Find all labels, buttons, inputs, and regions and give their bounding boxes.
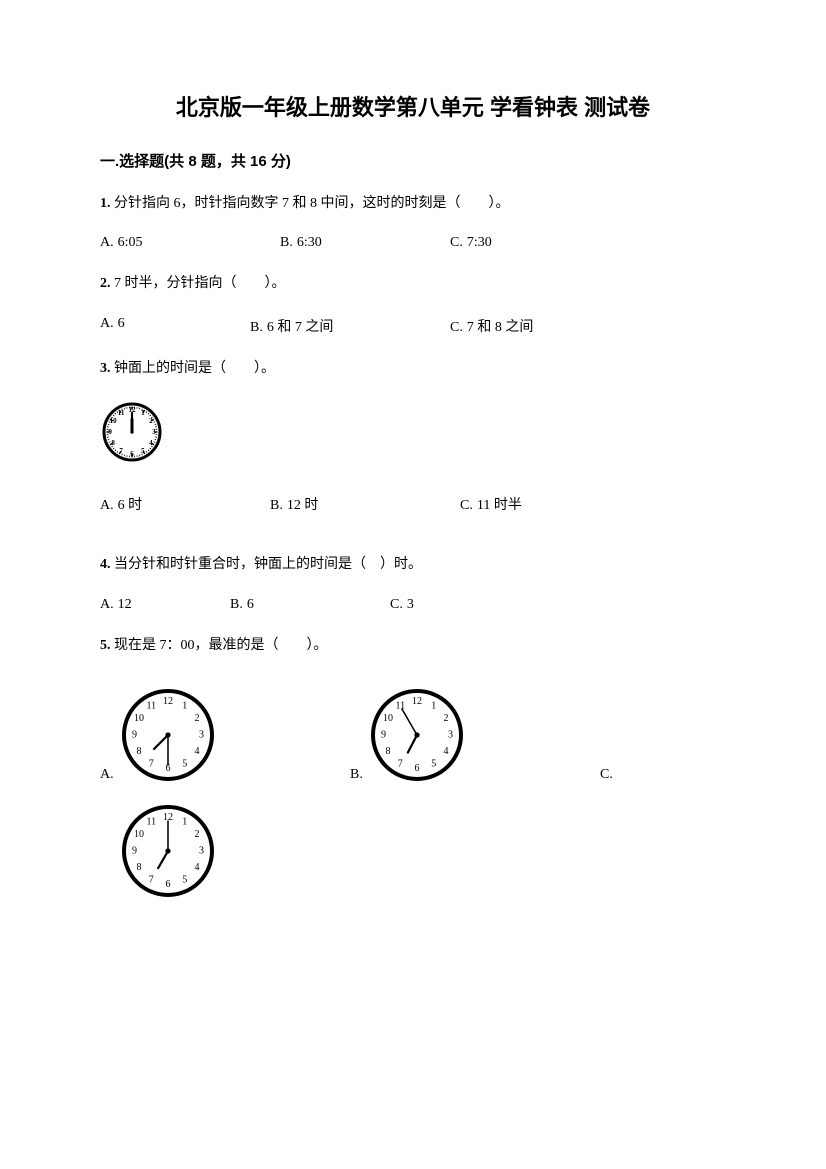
svg-text:5: 5: [182, 874, 187, 885]
q3-text: 钟面上的时间是（ ）。: [114, 361, 275, 376]
svg-text:7: 7: [148, 758, 153, 769]
q3-opt-a[interactable]: A.6 时: [100, 494, 270, 514]
q2-opt-a[interactable]: A.6: [100, 316, 250, 336]
svg-text:6: 6: [414, 763, 419, 774]
svg-text:9: 9: [132, 845, 137, 856]
svg-text:11: 11: [118, 409, 125, 417]
svg-text:4: 4: [194, 746, 199, 757]
q1-number: 1.: [100, 196, 111, 211]
q5-opt-a[interactable]: A. 123456789101112: [100, 687, 350, 783]
q5-opt-b[interactable]: B. 123456789101112: [350, 687, 600, 783]
svg-text:8: 8: [385, 746, 390, 757]
question-2: 2. 7 时半，分针指向（ ）。: [100, 273, 726, 295]
svg-text:2: 2: [149, 417, 153, 425]
svg-text:5: 5: [182, 758, 187, 769]
q4-number: 4.: [100, 557, 111, 572]
svg-text:1: 1: [431, 700, 436, 711]
q5-clock-c-icon: 123456789101112: [120, 803, 216, 899]
q4-text: 当分针和时针重合时，钟面上的时间是（ ）时。: [114, 557, 422, 572]
svg-text:3: 3: [199, 845, 204, 856]
question-3: 3. 钟面上的时间是（ ）。: [100, 358, 726, 380]
svg-text:12: 12: [163, 696, 173, 707]
q5-text: 现在是 7：00，最准的是（ ）。: [114, 638, 328, 653]
svg-text:9: 9: [381, 729, 386, 740]
q5-options-row1: A. 123456789101112 B. 123456789101112 C.: [100, 687, 726, 783]
q4-opt-c[interactable]: C.3: [390, 597, 414, 613]
q4-opt-a[interactable]: A.12: [100, 597, 230, 613]
page-title: 北京版一年级上册数学第八单元 学看钟表 测试卷: [100, 90, 726, 122]
q1-opt-a[interactable]: A.6:05: [100, 235, 280, 251]
q2-text: 7 时半，分针指向（ ）。: [114, 276, 286, 291]
svg-text:4: 4: [443, 746, 448, 757]
svg-text:9: 9: [108, 428, 112, 436]
section-header: 一.选择题(共 8 题，共 16 分): [100, 150, 726, 171]
q1-opt-b[interactable]: B.6:30: [280, 235, 450, 251]
q4-opt-b[interactable]: B.6: [230, 597, 390, 613]
svg-text:10: 10: [110, 417, 118, 425]
question-1: 1. 分针指向 6，时针指向数字 7 和 8 中间，这时的时刻是（ ）。: [100, 193, 726, 215]
q4-options: A.12 B.6 C.3: [100, 597, 726, 613]
svg-text:4: 4: [194, 862, 199, 873]
q5-clock-a-icon: 123456789101112: [120, 687, 216, 783]
q2-opt-c[interactable]: C.7 和 8 之间: [450, 316, 533, 336]
svg-text:2: 2: [194, 829, 199, 840]
question-5: 5. 现在是 7：00，最准的是（ ）。: [100, 635, 726, 657]
q5-number: 5.: [100, 638, 111, 653]
svg-text:7: 7: [119, 447, 123, 455]
q5-options-row2: 123456789101112: [100, 803, 726, 904]
svg-text:7: 7: [149, 874, 154, 885]
question-4: 4. 当分针和时针重合时，钟面上的时间是（ ）时。: [100, 554, 726, 576]
svg-text:1: 1: [182, 700, 187, 711]
svg-text:7: 7: [398, 758, 403, 769]
svg-text:8: 8: [111, 439, 115, 447]
q2-number: 2.: [100, 276, 111, 291]
svg-text:9: 9: [132, 729, 137, 740]
svg-text:3: 3: [152, 428, 156, 436]
q1-text: 分针指向 6，时针指向数字 7 和 8 中间，这时的时刻是（ ）。: [114, 196, 510, 211]
svg-text:11: 11: [395, 700, 405, 711]
q3-opt-b[interactable]: B.12 时: [270, 494, 460, 514]
svg-text:5: 5: [141, 447, 145, 455]
q1-opt-c[interactable]: C.7:30: [450, 235, 492, 251]
svg-text:1: 1: [182, 816, 187, 827]
svg-text:5: 5: [431, 758, 436, 769]
svg-text:2: 2: [194, 713, 199, 724]
svg-text:11: 11: [146, 816, 156, 827]
svg-text:8: 8: [136, 746, 141, 757]
svg-text:4: 4: [149, 439, 153, 447]
q3-number: 3.: [100, 361, 111, 376]
q3-options: A.6 时 B.12 时 C.11 时半: [100, 494, 726, 514]
svg-text:10: 10: [134, 713, 144, 724]
svg-text:12: 12: [412, 696, 422, 707]
svg-text:6: 6: [130, 450, 134, 458]
q2-opt-b[interactable]: B.6 和 7 之间: [250, 316, 450, 336]
svg-text:1: 1: [141, 409, 145, 417]
svg-text:11: 11: [146, 700, 156, 711]
svg-text:3: 3: [199, 729, 204, 740]
q3-opt-c[interactable]: C.11 时半: [460, 494, 522, 514]
q5-clock-b-icon: 123456789101112: [369, 687, 465, 783]
q1-options: A.6:05 B.6:30 C.7:30: [100, 235, 726, 251]
q3-clock-icon: 123456789101112: [100, 400, 726, 464]
svg-text:8: 8: [137, 862, 142, 873]
svg-text:6: 6: [166, 879, 171, 890]
svg-text:2: 2: [443, 713, 448, 724]
svg-text:10: 10: [383, 713, 393, 724]
svg-text:3: 3: [448, 729, 453, 740]
q5-opt-c[interactable]: C.: [600, 767, 619, 783]
q2-options: A.6 B.6 和 7 之间 C.7 和 8 之间: [100, 316, 726, 336]
svg-text:10: 10: [134, 829, 144, 840]
